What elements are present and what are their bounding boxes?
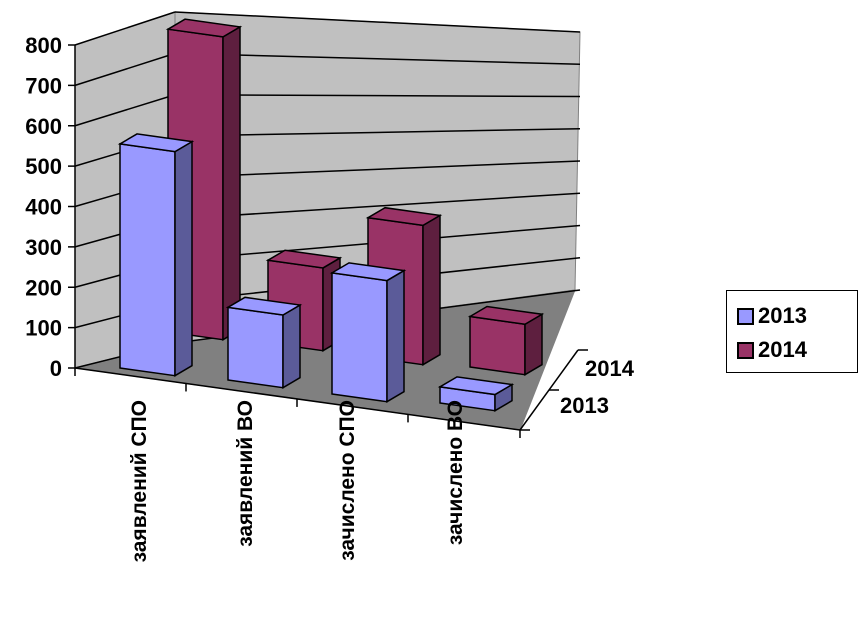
gridline-back: [174, 128, 581, 137]
bar-2014-4: [467, 305, 545, 377]
bar-2013-3-top: [329, 262, 407, 282]
bar-2013-1-front: [119, 143, 176, 377]
legend-label-2013: 2013: [758, 303, 807, 328]
y-tick-label: 700: [25, 73, 62, 98]
bar-2013-3-side: [386, 269, 405, 404]
gridline-back: [174, 160, 581, 179]
bar-2013-2-top: [225, 296, 303, 316]
category-label: зачислено СПО: [336, 400, 359, 561]
y-tick-label: 600: [25, 114, 62, 139]
bar-2014-1-top: [165, 18, 243, 38]
bar-2013-3: [329, 262, 407, 404]
y-tick-label: 0: [50, 356, 62, 381]
legend-item-2014: 2014: [737, 337, 807, 363]
y-tick-label: 800: [25, 33, 62, 58]
gridline-back: [174, 192, 581, 220]
legend-swatch-2013: [737, 307, 754, 325]
bar-2014-4-front: [469, 315, 526, 376]
bar-2013-1-top: [117, 133, 195, 153]
bar-2014-3-top: [365, 206, 443, 227]
category-label: зачислено ВО: [444, 400, 467, 545]
gridline-side: [74, 11, 176, 46]
bar-2013-4: [437, 376, 515, 413]
bar-2013-2: [225, 296, 303, 390]
bar-2013-2-side: [282, 303, 301, 390]
gridline-side: [74, 52, 176, 87]
bar-2014-3-side: [422, 214, 441, 367]
gridline-back: [174, 11, 581, 33]
axes: [68, 44, 588, 438]
category-label: заявлений ВО: [234, 400, 257, 547]
y-tick-label: 300: [25, 235, 62, 260]
bar-2014-2-top: [265, 249, 343, 269]
gridline-back: [174, 94, 581, 98]
bar-2013-3-front: [331, 272, 388, 403]
legend-label-2014: 2014: [758, 337, 807, 362]
bar-2014-1-side: [222, 25, 241, 342]
legend: 2013 2014: [726, 290, 858, 373]
bar-2013-2-front: [227, 306, 284, 389]
legend-item-2013: 2013: [737, 303, 807, 329]
bar-2013-4-top: [437, 376, 515, 396]
category-label: заявлений СПО: [128, 400, 151, 562]
y-tick-label: 400: [25, 195, 62, 220]
gridline-back: [174, 52, 581, 65]
y-tick-label: 100: [25, 316, 62, 341]
bar-2013-1: [117, 133, 195, 378]
bar-2014-4-top: [467, 305, 545, 326]
y-tick-label: 500: [25, 154, 62, 179]
bar-2013-1-side: [174, 140, 193, 378]
legend-swatch-2014: [737, 341, 754, 359]
bars: [117, 18, 545, 413]
depth-label-2014: 2014: [585, 356, 635, 381]
depth-label-2013: 2013: [560, 393, 609, 418]
gridline-side: [74, 94, 176, 127]
y-tick-label: 200: [25, 275, 62, 300]
axis-labels: 800 700 600 500 400 300 200 100 0 2014 2013 заявлен…: [25, 33, 634, 562]
